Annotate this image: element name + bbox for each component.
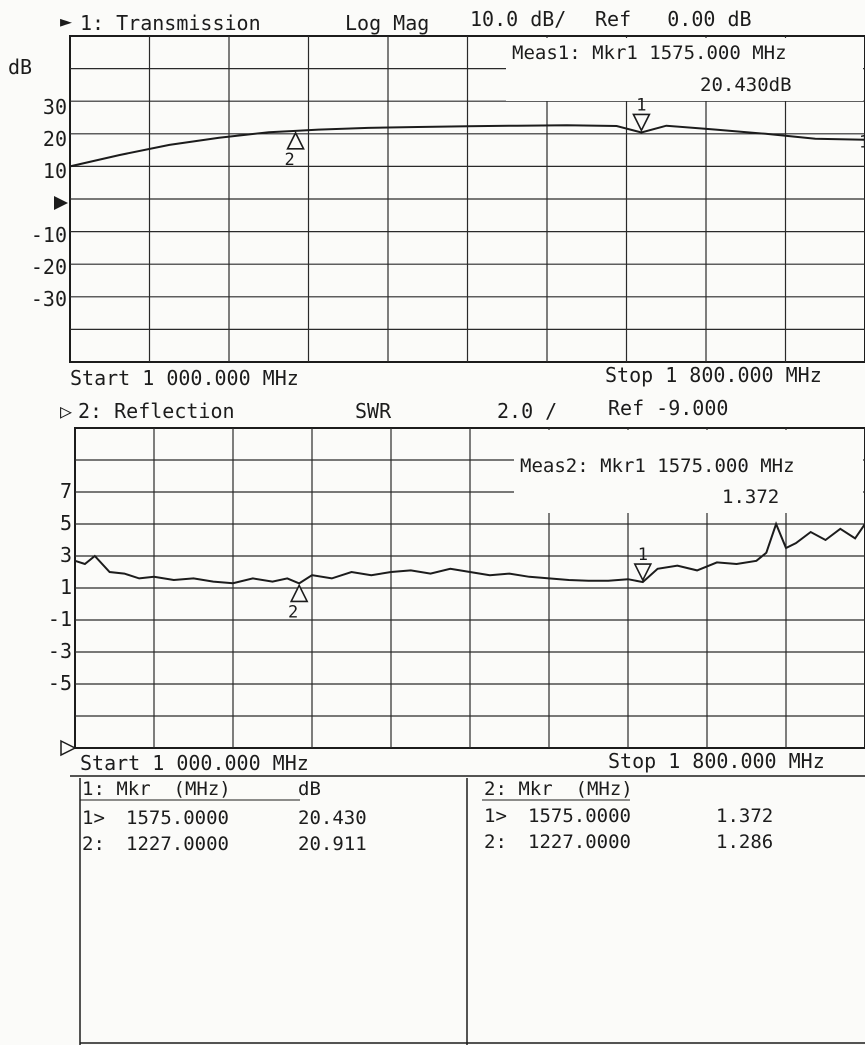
- channel1-format: Log Mag: [345, 11, 430, 35]
- marker-1-triangle-icon: [632, 113, 651, 133]
- panel1-y-tick-label: 30: [43, 95, 67, 119]
- table2-row1-marker: 1>: [484, 805, 507, 827]
- panel2-y-tick-label: 7: [60, 479, 72, 503]
- panel1-readout-line1: Meas1: Mkr1 1575.000 MHz: [512, 42, 787, 64]
- marker-2-label: 2: [284, 150, 294, 170]
- channel1-stop-label: Stop 1 800.000 MHz: [605, 363, 822, 387]
- panel1-readout-bg: [506, 38, 863, 101]
- panel2-trace-series-1: [74, 521, 865, 585]
- table1-row1-value: 20.430: [298, 807, 367, 829]
- table2-header-mkr: 2: Mkr (MHz): [484, 778, 633, 800]
- table1-row1-freq: 1575.0000: [126, 807, 229, 829]
- panel2-y-tick-label: -5: [48, 671, 72, 695]
- channel2-format: SWR: [355, 399, 392, 423]
- panel1-end-marker-label: 1: [859, 133, 865, 153]
- panel2-y-tick-label: -3: [48, 639, 72, 663]
- channel2-stop-label: Stop 1 800.000 MHz: [608, 749, 825, 773]
- table2-row1-freq: 1575.0000: [528, 805, 631, 827]
- marker-1-label: 1: [638, 545, 648, 565]
- channel1-start-label: Start 1 000.000 MHz: [70, 366, 299, 390]
- table2-row2-freq: 1227.0000: [528, 831, 631, 853]
- table2-row2-value: 1.286: [716, 831, 774, 853]
- table2-row2-marker: 2:: [484, 831, 507, 853]
- panel1-y-tick-label: -10: [31, 223, 67, 247]
- panel2-y-tick-label: -1: [48, 607, 72, 631]
- channel1-scale: 10.0 dB/: [470, 7, 567, 31]
- table1-row2-marker: 2:: [82, 833, 105, 855]
- channel2-title: 2: Reflection: [78, 399, 235, 423]
- panel1-y-tick-label: 10: [43, 159, 67, 183]
- panel2-y-tick-label: 1: [60, 575, 72, 599]
- panel2-readout-line2: 1.372: [722, 486, 779, 508]
- table1-row2-freq: 1227.0000: [126, 833, 229, 855]
- panel1-y-tick-label: -20: [31, 255, 67, 279]
- marker-2-triangle-icon: [286, 131, 305, 150]
- panel1-readout-line2: 20.430dB: [700, 74, 792, 96]
- panel1-trace-series-1: [69, 124, 865, 168]
- channel2-indicator-icon: ▷: [60, 399, 73, 423]
- channel2-scale: 2.0 /: [497, 399, 558, 423]
- panel1-y-tick-label: -30: [31, 287, 67, 311]
- panel2-readout-bg: [514, 430, 863, 513]
- table1-header-mkr: 1: Mkr (MHz): [82, 778, 231, 800]
- marker-2-triangle-icon: [289, 583, 309, 603]
- channel2-start-label: Start 1 000.000 MHz: [80, 751, 309, 775]
- panel2-ref-arrow-icon: [60, 739, 77, 757]
- table2-row1-value: 1.372: [716, 805, 774, 827]
- channel1-title: 1: Transmission: [80, 11, 261, 35]
- table1-row2-value: 20.911: [298, 833, 367, 855]
- panel2-readout-line1: Meas2: Mkr1 1575.000 MHz: [520, 455, 795, 477]
- panel1-ref-arrow-icon: [54, 196, 68, 210]
- marker-1-triangle-icon: [633, 563, 653, 582]
- marker-2-label: 2: [288, 602, 298, 622]
- marker-1-label: 1: [636, 95, 646, 115]
- channel1-indicator-icon: ►: [60, 9, 73, 33]
- channel1-reference: Ref 0.00 dB: [595, 7, 752, 31]
- panel2-y-tick-label: 3: [60, 543, 72, 567]
- table1-header-unit: dB: [298, 778, 321, 800]
- channel1-unit-label: dB: [8, 55, 33, 79]
- panel2-y-tick-label: 5: [60, 511, 72, 535]
- channel2-reference: Ref -9.000: [608, 396, 729, 420]
- table1-row1-marker: 1>: [82, 807, 105, 829]
- panel1-y-tick-label: 20: [43, 127, 67, 151]
